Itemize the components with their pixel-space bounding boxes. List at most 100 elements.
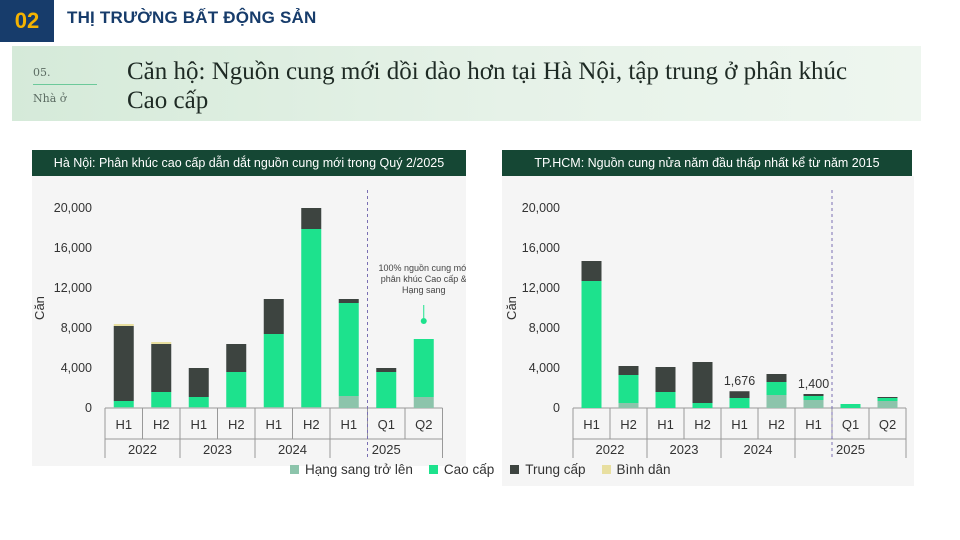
legend-item-cao-cap: Cao cấp — [428, 462, 494, 477]
hcm-xtick-label: H1 — [657, 417, 674, 432]
hcm-chart-panel — [502, 176, 914, 486]
hcm-year-label: 2022 — [596, 442, 625, 457]
legend-item-hang-sang: Hạng sang trở lên — [290, 462, 413, 477]
hcm-data-label: 1,400 — [798, 377, 829, 391]
hanoi-xtick-label: H1 — [265, 417, 282, 432]
hcm-bar-trung-cap — [877, 397, 898, 398]
hcm-supply-chart: 0 4,000 8,000 12,000 16,000 20,000 Căn H1 H2 H1 H2… — [504, 190, 907, 458]
hcm-xtick-label: Q2 — [879, 417, 896, 432]
hcm-xtick-label: H2 — [768, 417, 785, 432]
section-number-badge: 02 — [0, 0, 54, 42]
hanoi-year-label: 2025 — [372, 442, 401, 457]
hanoi-xtick-label: H2 — [228, 417, 245, 432]
hanoi-chart-panel — [32, 176, 466, 466]
legend-swatch-hang-sang — [290, 465, 299, 474]
hero-banner — [12, 46, 921, 121]
legend-label-binh-dan: Bình dân — [616, 462, 671, 477]
hcm-bar-cao-cap — [581, 281, 602, 408]
hanoi-xtick-label: Q1 — [378, 417, 395, 432]
hcm-bar-trung-cap — [618, 366, 639, 375]
hanoi-bar-trung-cap — [226, 344, 247, 372]
hanoi-yaxis-label: Căn — [32, 296, 47, 320]
hcm-bar-cao-cap — [655, 392, 676, 408]
hanoi-annotation-text: 100% nguồn cung mới — [379, 263, 466, 273]
hanoi-year-label: 2022 — [128, 442, 157, 457]
hanoi-bar-cao-cap — [263, 334, 284, 407]
hcm-bar-trung-cap — [581, 261, 602, 281]
hcm-xtick-label: H1 — [583, 417, 600, 432]
hcm-ytick-label: 8,000 — [529, 321, 560, 335]
hcm-ytick-label: 0 — [553, 401, 560, 415]
hcm-bar-trung-cap — [655, 367, 676, 392]
hcm-ytick-label: 20,000 — [522, 201, 560, 215]
hcm-bar-trung-cap — [692, 362, 713, 403]
hcm-bar-hang-sang — [618, 403, 639, 408]
hanoi-xtick-label: Q2 — [415, 417, 432, 432]
hanoi-bar-hang-sang — [226, 407, 247, 408]
hcm-year-label: 2023 — [670, 442, 699, 457]
hcm-xtick-label: Q1 — [842, 417, 859, 432]
hanoi-ytick-label: 0 — [85, 401, 92, 415]
page-title: Căn hộ: Nguồn cung mới dồi dào hơn tại H… — [127, 58, 848, 114]
hcm-yaxis-label: Căn — [504, 296, 519, 320]
hanoi-bar-cao-cap — [113, 401, 134, 407]
hanoi-bar-cao-cap — [151, 392, 172, 407]
hanoi-bar-hang-sang — [301, 407, 322, 408]
hanoi-bar-hang-sang — [151, 407, 172, 408]
hanoi-ytick-label: 4,000 — [61, 361, 92, 375]
hcm-chart-title: TP.HCM: Nguồn cung nửa năm đầu thấp nhất… — [534, 156, 880, 170]
legend-item-binh-dan: Bình dân — [601, 462, 671, 477]
hcm-xtick-label: H1 — [731, 417, 748, 432]
hcm-bar-trung-cap — [803, 394, 824, 396]
hanoi-chart-title: Hà Nội: Phân khúc cao cấp dẫn dắt nguồn … — [53, 156, 445, 170]
hanoi-bar-hang-sang — [263, 407, 284, 408]
hanoi-bar-cao-cap — [188, 397, 209, 407]
hcm-chart-header: TP.HCM: Nguồn cung nửa năm đầu thấp nhất… — [502, 150, 912, 176]
section-number: 02 — [14, 8, 40, 33]
hanoi-xtick-label: H1 — [115, 417, 132, 432]
hcm-ytick-label: 16,000 — [522, 241, 560, 255]
hanoi-bar-cao-cap — [338, 303, 359, 396]
hanoi-bar-cao-cap — [413, 339, 434, 397]
hcm-bar-trung-cap — [729, 391, 750, 398]
hanoi-bar-hang-sang — [413, 397, 434, 408]
hanoi-annotation-text: Hạng sang — [402, 285, 446, 295]
hanoi-annotation-dot — [420, 318, 427, 324]
hcm-xtick-label: H2 — [620, 417, 637, 432]
hanoi-bar-cao-cap — [226, 372, 247, 407]
hcm-bar-cao-cap — [766, 382, 787, 395]
hanoi-bar-cao-cap — [376, 372, 397, 408]
hcm-bar-cao-cap — [840, 404, 861, 408]
hanoi-xtick-label: H1 — [190, 417, 207, 432]
hcm-data-label: 1,676 — [724, 374, 755, 388]
hanoi-bar-hang-sang — [338, 396, 359, 408]
hanoi-ytick-label: 16,000 — [54, 241, 92, 255]
legend-label-hang-sang: Hạng sang trở lên — [305, 462, 413, 477]
hcm-bar-cao-cap — [803, 396, 824, 400]
hcm-bar-cao-cap — [877, 398, 898, 401]
hanoi-xtick-label: H2 — [303, 417, 320, 432]
legend-swatch-binh-dan — [601, 465, 611, 474]
chart-legend: Hạng sang trở lên Cao cấp Trung cấp Bình… — [290, 462, 671, 477]
hanoi-year-label: 2023 — [203, 442, 232, 457]
hero-category: Nhà ở — [33, 92, 67, 105]
hanoi-ytick-label: 20,000 — [54, 201, 92, 215]
hanoi-bar-trung-cap — [151, 344, 172, 392]
hcm-bar-cao-cap — [692, 403, 713, 408]
hcm-ytick-label: 12,000 — [522, 281, 560, 295]
legend-swatch-trung-cap — [510, 465, 520, 474]
legend-swatch-cao-cap — [428, 465, 438, 474]
legend-item-trung-cap: Trung cấp — [510, 462, 586, 477]
hanoi-supply-chart: 0 4,000 8,000 12,000 16,000 20,000 Căn H1 H2 H1 H2… — [32, 190, 466, 458]
hanoi-chart-header: Hà Nội: Phân khúc cao cấp dẫn dắt nguồn … — [32, 150, 466, 176]
hanoi-xtick-label: H1 — [340, 417, 357, 432]
hcm-bar-cao-cap — [618, 375, 639, 403]
hanoi-bar-hang-sang — [188, 407, 209, 408]
hanoi-annotation-text: phân khúc Cao cấp & — [381, 274, 466, 284]
hcm-bar-hang-sang — [766, 395, 787, 408]
hanoi-bar-trung-cap — [376, 368, 397, 372]
hanoi-ytick-label: 12,000 — [54, 281, 92, 295]
hcm-bar-hang-sang — [877, 401, 898, 408]
hcm-xtick-label: H2 — [694, 417, 711, 432]
hanoi-bar-binh-dan — [113, 324, 134, 326]
